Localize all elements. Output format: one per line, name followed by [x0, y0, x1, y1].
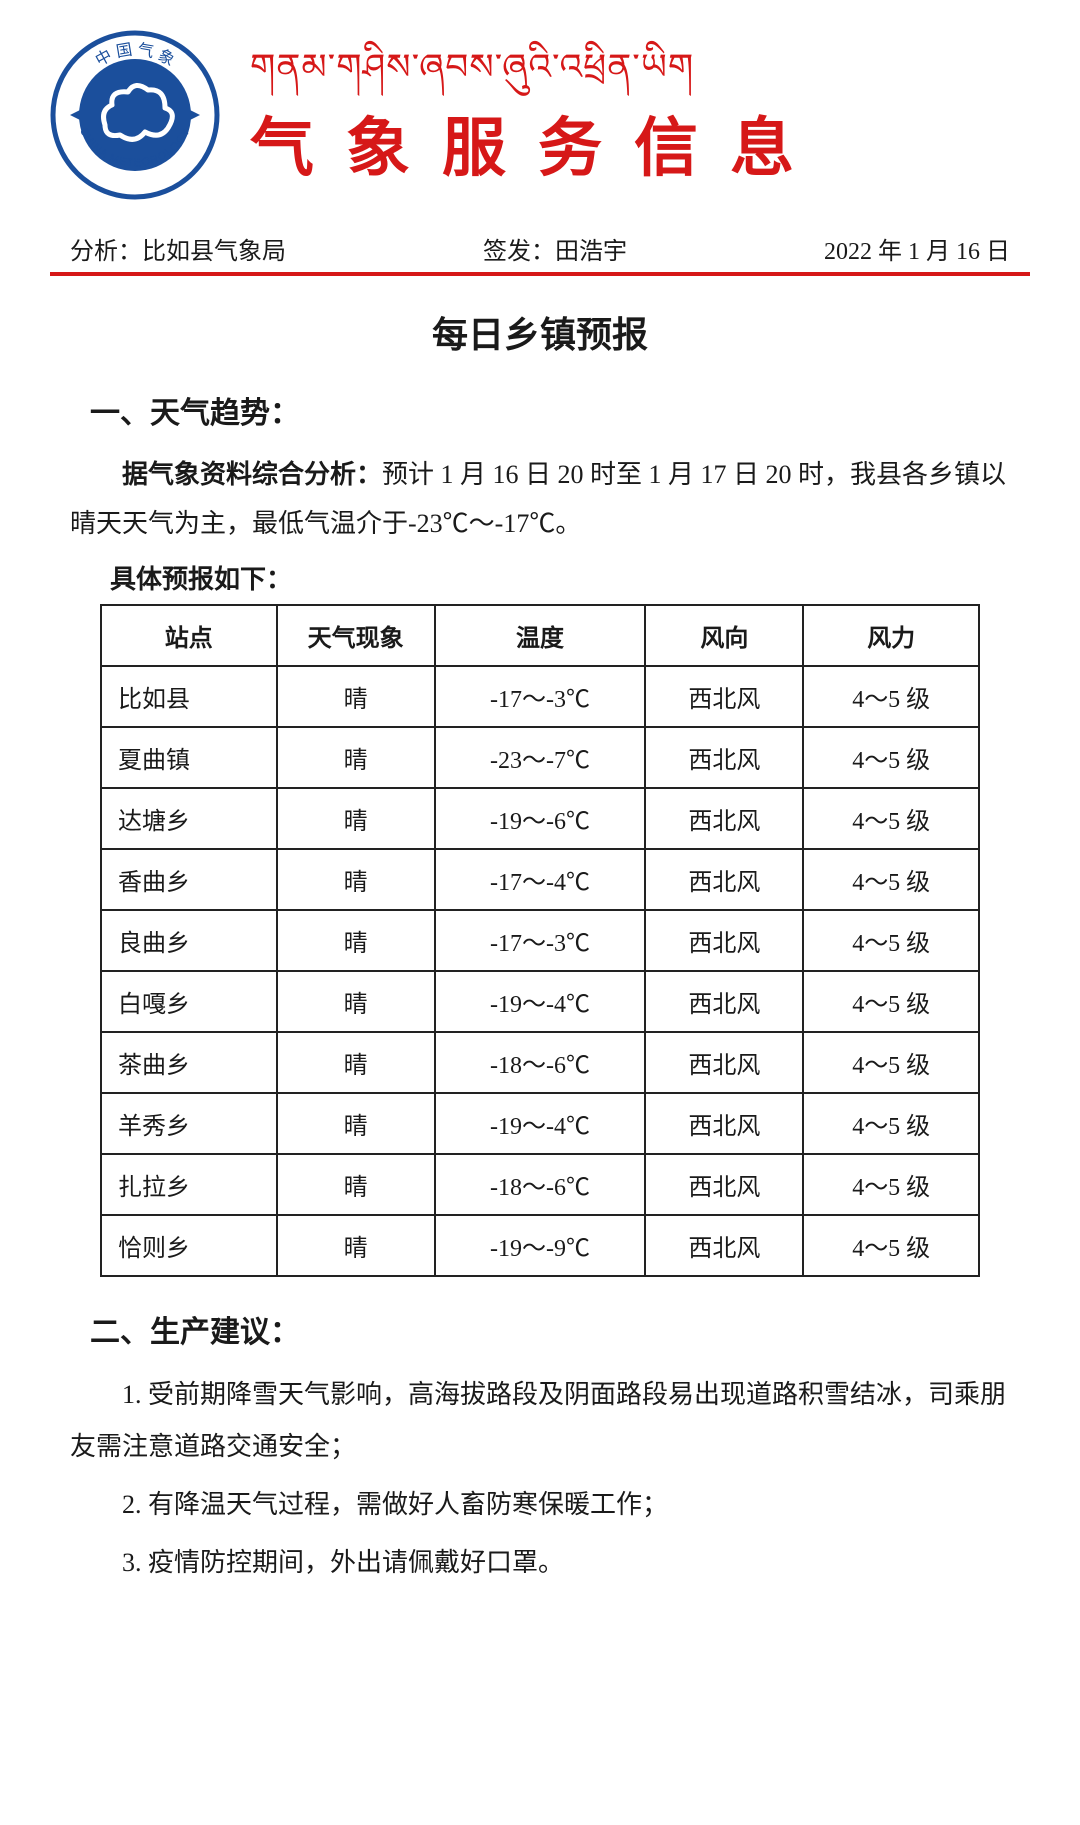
page: 中 国 气 象 CHINA METEOROLOGY གནམ་གཤིས་ཞབས་ཞ…: [0, 0, 1080, 1635]
table-cell: -17～-3℃: [435, 666, 646, 727]
table-header-cell: 风力: [803, 605, 979, 666]
table-cell: 良曲乡: [101, 910, 277, 971]
table-header-cell: 天气现象: [277, 605, 435, 666]
table-cell: 晴: [277, 1093, 435, 1154]
cma-logo: 中 国 气 象 CHINA METEOROLOGY: [50, 30, 220, 205]
table-cell: 4～5 级: [803, 666, 979, 727]
table-cell: 西北风: [645, 727, 803, 788]
title-block: གནམ་གཤིས་ཞབས་ཞུའི་འཕྲིན་ཡིག 气象服务信息: [250, 46, 1030, 189]
table-cell: 晴: [277, 910, 435, 971]
table-cell: 西北风: [645, 849, 803, 910]
table-cell: 4～5 级: [803, 1154, 979, 1215]
analysis-value: 比如县气象局: [142, 239, 286, 265]
table-cell: -19～-4℃: [435, 1093, 646, 1154]
table-row: 达塘乡晴-19～-6℃西北风4～5 级: [101, 788, 979, 849]
table-cell: 4～5 级: [803, 971, 979, 1032]
trend-lead-bold: 据气象资料综合分析：: [122, 459, 382, 489]
advice-item: 3. 疫情防控期间，外出请佩戴好口罩。: [70, 1537, 1010, 1589]
table-cell: -23～-7℃: [435, 727, 646, 788]
main-title: 气象服务信息: [250, 97, 1030, 189]
table-cell: -18～-6℃: [435, 1032, 646, 1093]
table-cell: 4～5 级: [803, 1032, 979, 1093]
table-cell: 西北风: [645, 788, 803, 849]
table-header-row: 站点天气现象温度风向风力: [101, 605, 979, 666]
table-row: 茶曲乡晴-18～-6℃西北风4～5 级: [101, 1032, 979, 1093]
section2-heading: 二、生产建议：: [90, 1307, 1030, 1351]
table-cell: 4～5 级: [803, 1215, 979, 1276]
meta-analysis: 分析：比如县气象局: [70, 231, 286, 266]
table-row: 白嘎乡晴-19～-4℃西北风4～5 级: [101, 971, 979, 1032]
forecast-sub-lead: 具体预报如下：: [110, 559, 1010, 596]
tibetan-title: གནམ་གཤིས་ཞབས་ཞུའི་འཕྲིན་ཡིག: [250, 46, 1030, 89]
table-row: 扎拉乡晴-18～-6℃西北风4～5 级: [101, 1154, 979, 1215]
section1-heading: 一、天气趋势：: [90, 388, 1030, 432]
table-row: 恰则乡晴-19～-9℃西北风4～5 级: [101, 1215, 979, 1276]
table-cell: 4～5 级: [803, 788, 979, 849]
table-cell: 西北风: [645, 1032, 803, 1093]
table-cell: 西北风: [645, 1215, 803, 1276]
table-cell: 4～5 级: [803, 1093, 979, 1154]
advice-list: 1. 受前期降雪天气影响，高海拔路段及阴面路段易出现道路积雪结冰，司乘朋友需注意…: [70, 1369, 1010, 1589]
table-cell: 晴: [277, 1154, 435, 1215]
table-cell: -19～-4℃: [435, 971, 646, 1032]
table-cell: 西北风: [645, 666, 803, 727]
table-cell: 西北风: [645, 1154, 803, 1215]
table-cell: 晴: [277, 727, 435, 788]
meta-issuer: 签发：田浩宇: [483, 231, 627, 266]
analysis-label: 分析：: [70, 239, 142, 265]
table-cell: 羊秀乡: [101, 1093, 277, 1154]
table-cell: 恰则乡: [101, 1215, 277, 1276]
report-title: 每日乡镇预报: [50, 306, 1030, 358]
table-cell: 茶曲乡: [101, 1032, 277, 1093]
table-cell: -19～-9℃: [435, 1215, 646, 1276]
advice-item: 1. 受前期降雪天气影响，高海拔路段及阴面路段易出现道路积雪结冰，司乘朋友需注意…: [70, 1369, 1010, 1473]
table-cell: 香曲乡: [101, 849, 277, 910]
advice-item: 2. 有降温天气过程，需做好人畜防寒保暖工作；: [70, 1479, 1010, 1531]
table-cell: 4～5 级: [803, 910, 979, 971]
table-cell: -17～-4℃: [435, 849, 646, 910]
header: 中 国 气 象 CHINA METEOROLOGY གནམ་གཤིས་ཞབས་ཞ…: [50, 30, 1030, 205]
table-cell: 晴: [277, 971, 435, 1032]
table-cell: 白嘎乡: [101, 971, 277, 1032]
table-cell: 夏曲镇: [101, 727, 277, 788]
table-cell: 晴: [277, 1215, 435, 1276]
table-cell: -17～-3℃: [435, 910, 646, 971]
table-cell: 比如县: [101, 666, 277, 727]
trend-paragraph: 据气象资料综合分析：预计 1 月 16 日 20 时至 1 月 17 日 20 …: [70, 450, 1010, 549]
table-cell: -19～-6℃: [435, 788, 646, 849]
issuer-label: 签发：: [483, 239, 555, 265]
table-cell: 晴: [277, 1032, 435, 1093]
forecast-table: 站点天气现象温度风向风力 比如县晴-17～-3℃西北风4～5 级夏曲镇晴-23～…: [100, 604, 980, 1277]
table-cell: 4～5 级: [803, 727, 979, 788]
table-header-cell: 站点: [101, 605, 277, 666]
table-cell: 晴: [277, 849, 435, 910]
table-cell: 西北风: [645, 910, 803, 971]
table-cell: 西北风: [645, 971, 803, 1032]
table-cell: -18～-6℃: [435, 1154, 646, 1215]
table-row: 香曲乡晴-17～-4℃西北风4～5 级: [101, 849, 979, 910]
table-cell: 晴: [277, 788, 435, 849]
meta-date: 2022 年 1 月 16 日: [824, 231, 1010, 266]
table-cell: 晴: [277, 666, 435, 727]
table-row: 夏曲镇晴-23～-7℃西北风4～5 级: [101, 727, 979, 788]
table-cell: 西北风: [645, 1093, 803, 1154]
table-cell: 扎拉乡: [101, 1154, 277, 1215]
issuer-value: 田浩宇: [555, 239, 627, 265]
table-header-cell: 温度: [435, 605, 646, 666]
table-cell: 4～5 级: [803, 849, 979, 910]
table-row: 羊秀乡晴-19～-4℃西北风4～5 级: [101, 1093, 979, 1154]
table-row: 比如县晴-17～-3℃西北风4～5 级: [101, 666, 979, 727]
table-header-cell: 风向: [645, 605, 803, 666]
table-cell: 达塘乡: [101, 788, 277, 849]
table-row: 良曲乡晴-17～-3℃西北风4～5 级: [101, 910, 979, 971]
meta-row: 分析：比如县气象局 签发：田浩宇 2022 年 1 月 16 日: [50, 225, 1030, 276]
